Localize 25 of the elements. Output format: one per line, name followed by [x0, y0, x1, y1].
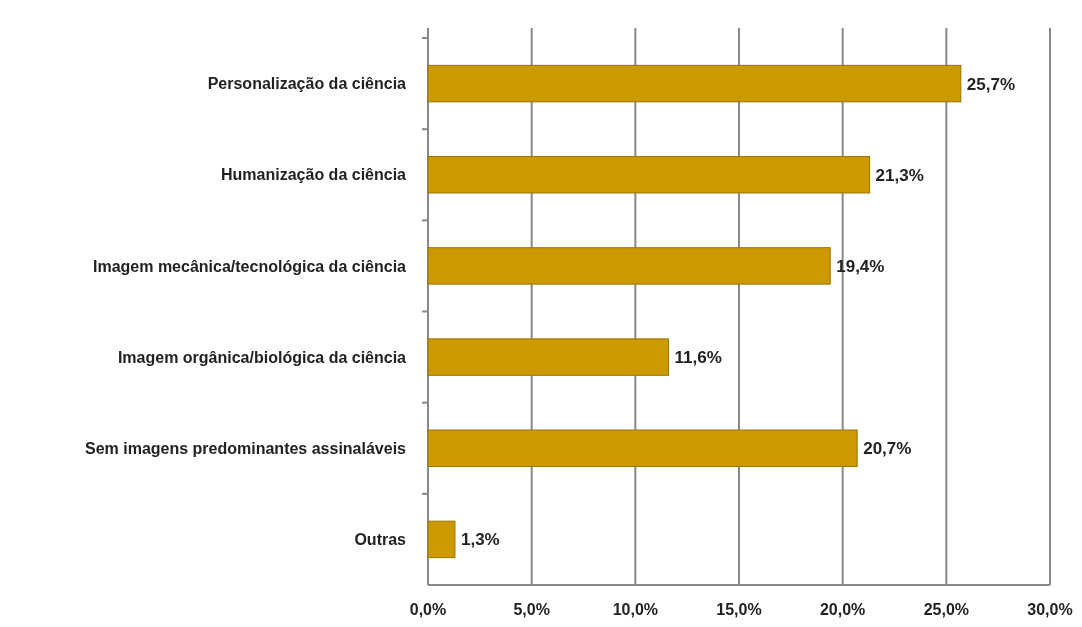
y-tick-label: Imagem orgânica/biológica da ciência	[117, 348, 407, 366]
bar	[427, 338, 670, 376]
x-tick-label: 20,0%	[819, 601, 866, 618]
bar	[427, 247, 831, 285]
x-tick-label: 10,0%	[612, 601, 659, 618]
bar	[427, 520, 456, 559]
x-tick-label: 15,0%	[716, 601, 762, 618]
y-tick-label: Imagem mecânica/tecnológica da ciência	[92, 257, 407, 275]
x-tick-label: 30,0%	[1027, 601, 1073, 618]
data-label: 21,3%	[875, 165, 924, 185]
x-tick-label: 0,0%	[409, 601, 447, 618]
bar	[427, 156, 871, 194]
x-tick-label: 25,0%	[923, 601, 970, 618]
y-tick-label: Humanização da ciência	[221, 166, 407, 184]
data-label: 20,7%	[863, 439, 912, 459]
data-label: 25,7%	[966, 74, 1016, 94]
y-tick-label: Outras	[354, 531, 407, 549]
data-label: 1,3%	[460, 530, 500, 550]
bar	[427, 64, 962, 103]
y-tick-label: Personalização da ciência	[207, 75, 407, 93]
data-label: 19,4%	[836, 256, 885, 276]
data-label: 11,6%	[674, 348, 722, 368]
y-tick-label: Sem imagens predominantes assinaláveis	[84, 439, 407, 457]
x-tick-label: 5,0%	[513, 601, 550, 618]
bar	[427, 429, 858, 467]
